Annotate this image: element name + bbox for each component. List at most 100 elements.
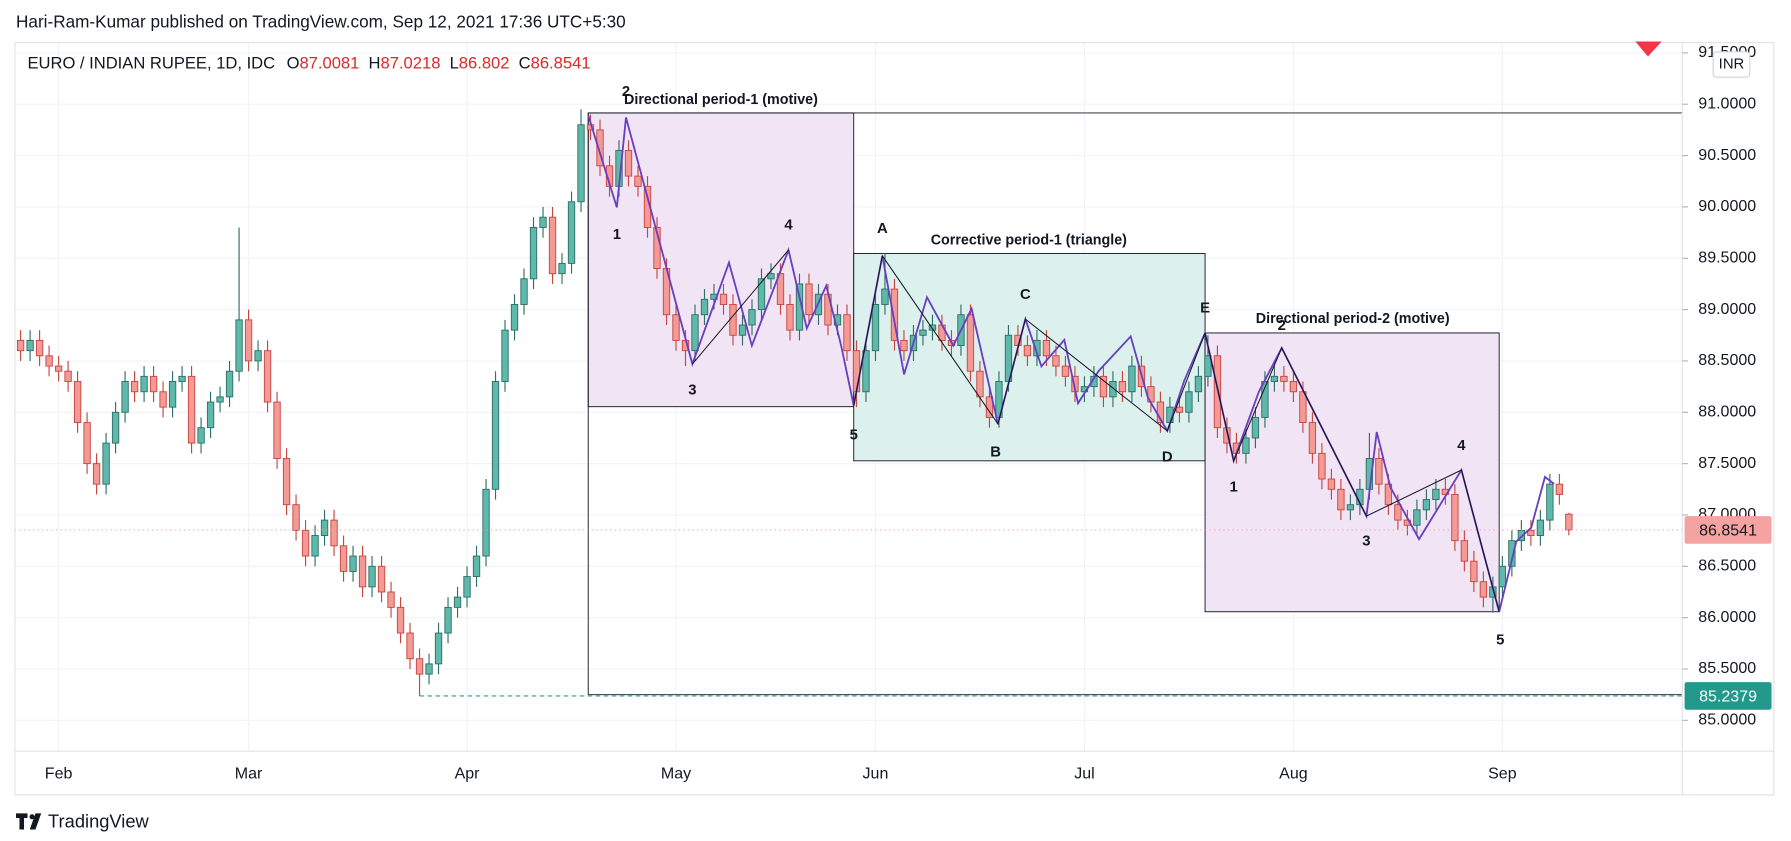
candle-body	[1099, 375, 1108, 398]
y-tick-label: 90.0000	[1698, 197, 1756, 215]
candle-body	[292, 504, 300, 531]
y-tick-label: 91.0000	[1698, 94, 1756, 112]
candle-body	[102, 442, 110, 485]
candle-body	[567, 201, 576, 264]
candle-body	[1118, 381, 1127, 393]
x-tick-label: Jul	[1074, 764, 1094, 782]
candle-body	[729, 304, 737, 336]
candle-body	[216, 396, 224, 403]
y-tick-label: 85.5000	[1698, 659, 1756, 677]
candle-body	[1555, 483, 1564, 495]
ohlc-letter: H	[369, 54, 381, 73]
candle-body	[178, 375, 186, 382]
candle-body	[1451, 493, 1459, 542]
candle-body	[786, 304, 794, 331]
candle-body	[387, 591, 395, 608]
candle-body	[425, 663, 433, 675]
wave-label: 5	[850, 426, 858, 443]
candle-body	[1109, 381, 1117, 398]
y-tick-label: 90.5000	[1698, 146, 1756, 164]
low-level-badge	[1684, 682, 1772, 710]
currency-badge[interactable]	[1712, 51, 1751, 78]
candle-body	[368, 565, 376, 588]
logo-mark	[29, 814, 35, 820]
candle-body	[1023, 345, 1032, 357]
candle-body	[529, 226, 538, 280]
wave-outline	[691, 249, 1500, 612]
motive-box-2	[1204, 332, 1500, 613]
candle-body	[767, 273, 775, 280]
candle-body	[168, 381, 177, 408]
candle-body	[482, 488, 490, 557]
candle-body	[339, 545, 348, 572]
wave-lines	[587, 114, 1555, 612]
ohlc-value: 86.802	[459, 54, 510, 73]
candle-body	[757, 278, 766, 311]
ohlc-value: 87.0081	[299, 54, 359, 73]
candle-body	[1251, 416, 1260, 439]
candle-body	[225, 370, 234, 398]
candle-body	[738, 324, 747, 336]
candle-body	[919, 329, 927, 336]
ohlc-value: 86.8541	[531, 54, 591, 73]
currency: INR	[1719, 55, 1745, 72]
candle-body	[130, 381, 139, 393]
wave-label: 2	[622, 83, 630, 100]
candle-body	[282, 458, 291, 506]
wave-label: E	[1200, 300, 1210, 317]
y-tick-label: 89.5000	[1698, 248, 1756, 266]
candle-body	[558, 262, 566, 275]
candle-body	[235, 319, 243, 372]
candle-body	[1042, 339, 1051, 357]
candle-body	[1194, 375, 1203, 393]
candle-body	[45, 355, 53, 367]
candle-body	[1090, 375, 1098, 388]
candle-body	[1413, 509, 1421, 526]
candle-body	[434, 632, 443, 665]
candle-body	[928, 324, 937, 331]
candle-body	[596, 129, 604, 167]
alert-marker	[1635, 41, 1662, 57]
candle-body	[1375, 458, 1383, 485]
candle-body	[463, 576, 471, 598]
x-tick-label: May	[661, 764, 691, 782]
candle-body	[890, 288, 899, 341]
y-tick-label: 88.0000	[1698, 403, 1756, 421]
candle-body	[1289, 381, 1298, 393]
wave-label: 5	[1496, 631, 1504, 648]
candle-body	[548, 216, 557, 275]
publisher: Hari-Ram-Kumar published on TradingView.…	[16, 12, 626, 32]
candle-body	[1185, 391, 1193, 413]
brand-logo	[16, 813, 42, 830]
period-label: Directional period-2 (motive)	[1256, 311, 1450, 327]
y-tick-label: 85.0000	[1698, 711, 1756, 729]
candle-body	[700, 298, 709, 316]
candle-body	[197, 427, 205, 444]
candle-body	[843, 314, 851, 352]
wave-label: 2	[1278, 317, 1286, 334]
candle-body	[206, 401, 215, 429]
candle-body	[54, 365, 63, 372]
candle-body	[501, 329, 509, 382]
y-tick-label: 86.0000	[1698, 608, 1756, 626]
frame	[14, 42, 1775, 796]
wave-label: C	[1020, 286, 1031, 303]
candle-body	[871, 304, 880, 352]
candle-body	[1318, 452, 1326, 480]
candle-body	[1479, 581, 1488, 598]
wave-label: 1	[1230, 478, 1238, 495]
candle-body	[1242, 437, 1250, 454]
candle-body	[1128, 365, 1136, 393]
wave-outline-path	[1204, 332, 1500, 612]
candle-body	[1546, 483, 1554, 521]
candle-body	[415, 658, 424, 675]
x-tick-label: Jun	[863, 764, 889, 782]
candle-body	[776, 273, 785, 305]
candle-body	[301, 529, 310, 557]
candle-body	[1536, 519, 1545, 536]
candle-body	[1308, 422, 1317, 454]
wave-label: B	[990, 444, 1001, 461]
candle-body	[111, 411, 120, 444]
low-level-label: 85.2379	[1699, 687, 1757, 705]
